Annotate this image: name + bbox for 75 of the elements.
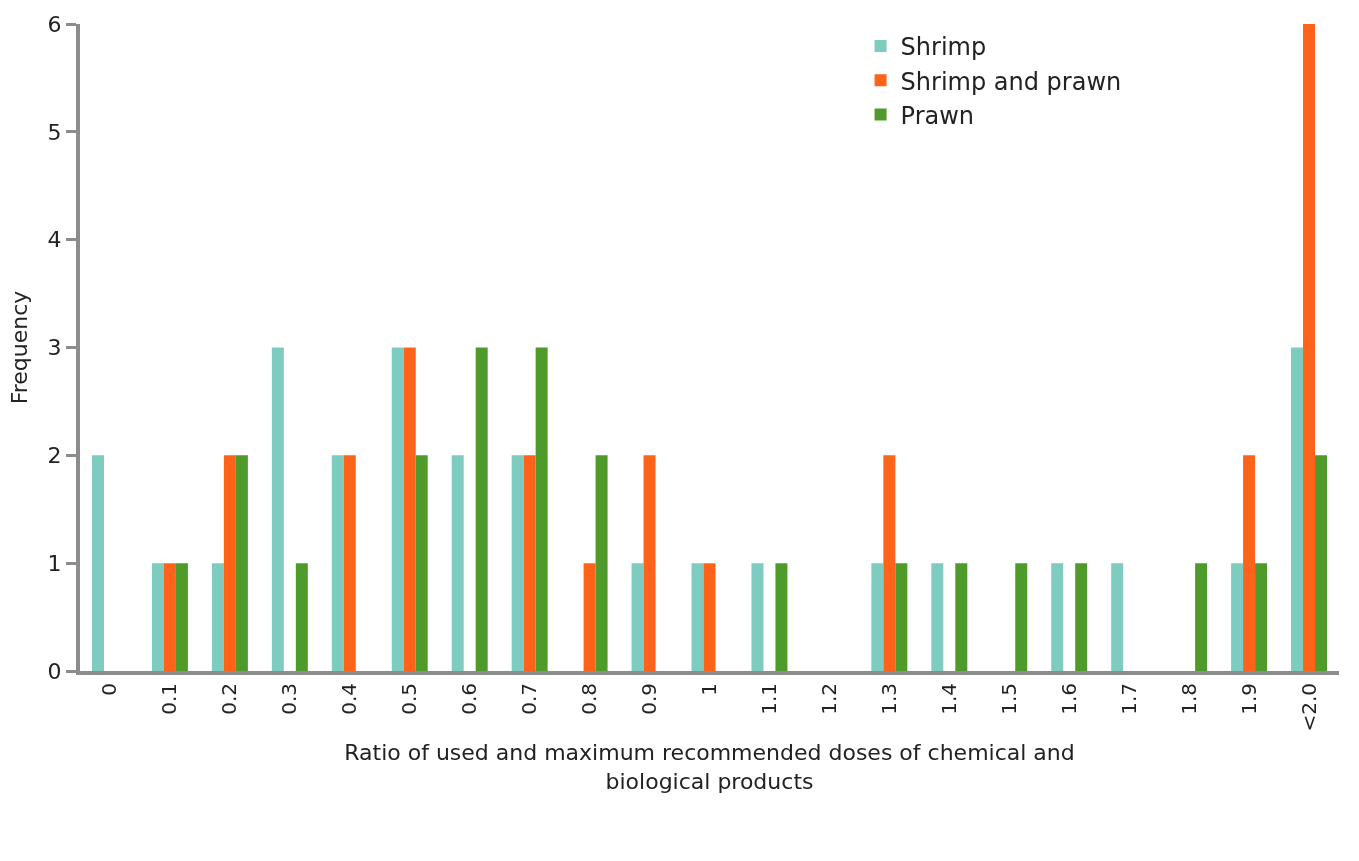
bar xyxy=(235,455,248,671)
x-tick-label: 1.1 xyxy=(756,683,781,715)
bar xyxy=(175,563,188,671)
legend-label: Shrimp and prawn xyxy=(900,67,1122,96)
bar xyxy=(931,563,944,671)
legend-label: Shrimp xyxy=(900,33,987,62)
x-tick-label: 1.6 xyxy=(1056,683,1081,715)
bar xyxy=(151,563,164,671)
x-tick-label: 0.5 xyxy=(397,683,422,715)
bar xyxy=(595,455,608,671)
x-tick-label: 1.9 xyxy=(1236,683,1261,715)
y-tick-label: 6 xyxy=(47,11,62,37)
bar xyxy=(643,455,656,671)
bar xyxy=(1075,563,1088,671)
x-tick-label: 0.2 xyxy=(217,683,242,715)
x-tick-label: 1.5 xyxy=(996,683,1021,715)
bar xyxy=(691,563,704,671)
bar xyxy=(1303,24,1316,671)
bar xyxy=(451,455,464,671)
x-tick-label: 0.9 xyxy=(637,683,662,715)
bar xyxy=(703,563,716,671)
bar xyxy=(1015,563,1028,671)
x-tick-label: <2.0 xyxy=(1296,683,1321,732)
x-tick-label: 0.6 xyxy=(457,683,482,715)
x-tick-label: 0.1 xyxy=(157,683,182,715)
bar xyxy=(295,563,308,671)
bar xyxy=(523,455,536,671)
bar xyxy=(331,455,344,671)
bar xyxy=(883,455,896,671)
bar xyxy=(415,455,428,671)
legend-label: Prawn xyxy=(900,101,975,130)
y-axis-title: Frequency xyxy=(6,290,32,405)
x-tick-label: 1.8 xyxy=(1176,683,1201,715)
bar xyxy=(1111,563,1124,671)
y-tick-label: 5 xyxy=(47,119,62,145)
bar xyxy=(871,563,884,671)
y-tick-label: 3 xyxy=(47,335,62,361)
bar xyxy=(1255,563,1268,671)
x-tick-label: 1.3 xyxy=(876,683,901,715)
x-tick-label: 1.2 xyxy=(816,683,841,715)
bar xyxy=(895,563,908,671)
x-tick-label: 0.8 xyxy=(577,683,602,715)
bar xyxy=(223,455,236,671)
bar xyxy=(955,563,968,671)
x-axis-title: Ratio of used and maximum recommended doses of chemical and biological products xyxy=(344,739,1075,794)
bar xyxy=(583,563,596,671)
bar xyxy=(775,563,788,671)
bar xyxy=(211,563,224,671)
bar xyxy=(1195,563,1208,671)
bar xyxy=(535,347,548,671)
x-tick-label: 0.7 xyxy=(517,683,542,715)
y-tick-label: 1 xyxy=(47,550,62,576)
bar xyxy=(1051,563,1064,671)
bar xyxy=(1315,455,1328,671)
bar xyxy=(475,347,488,671)
y-tick-label: 4 xyxy=(47,227,62,253)
x-tick-label: 1.7 xyxy=(1116,683,1141,715)
bar xyxy=(1243,455,1256,671)
bar xyxy=(343,455,356,671)
x-tick-label: 0 xyxy=(97,683,122,696)
x-tick-label: 1.4 xyxy=(936,683,961,715)
bar xyxy=(631,563,644,671)
bar xyxy=(271,347,284,671)
bar xyxy=(91,455,104,671)
bar xyxy=(751,563,764,671)
bar xyxy=(403,347,416,671)
x-tick-label: 0.4 xyxy=(337,683,362,715)
bar xyxy=(1291,347,1304,671)
bar xyxy=(1231,563,1244,671)
x-tick-label: 1 xyxy=(697,683,721,696)
x-tick-label: 0.3 xyxy=(277,683,302,715)
bar xyxy=(391,347,404,671)
bar xyxy=(511,455,524,671)
bar xyxy=(163,563,176,671)
y-tick-label: 2 xyxy=(47,443,62,469)
